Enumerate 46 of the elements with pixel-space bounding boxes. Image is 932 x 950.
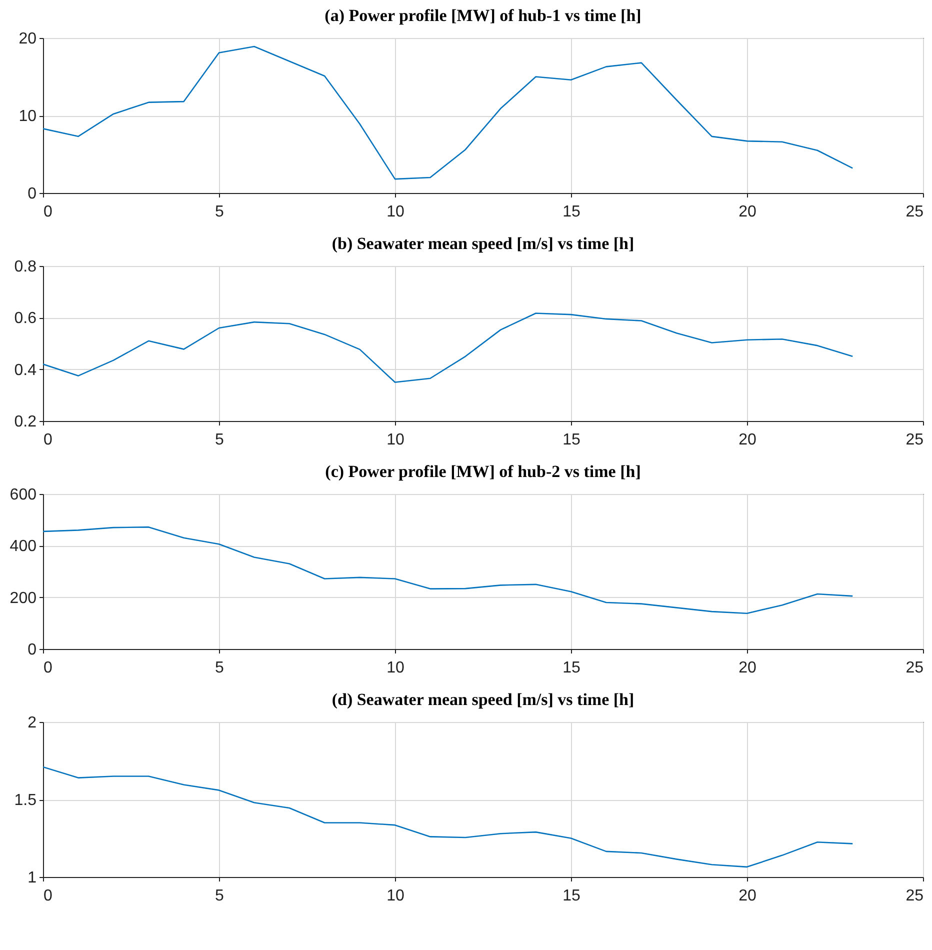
x-tick-label: 5 (215, 660, 224, 676)
y-tick-label: 0.2 (14, 414, 37, 430)
y-tick-label: 0.4 (14, 362, 37, 379)
x-tick-label: 0 (44, 660, 52, 676)
chart-title: (c) Power profile [MW] of hub-2 vs time [h] (325, 462, 641, 481)
x-tick-label: 25 (906, 888, 924, 904)
chart-title: (b) Seawater mean speed [m/s] vs time [h] (332, 234, 634, 253)
line-series (43, 526, 854, 614)
x-tick-label: 20 (738, 204, 756, 220)
y-tick-label: 0.8 (14, 258, 37, 276)
x-tick-label: 10 (386, 888, 404, 904)
x-tick-label: 10 (386, 432, 404, 448)
line-series (43, 312, 854, 383)
chart-title: (d) Seawater mean speed [m/s] vs time [h] (332, 690, 634, 709)
x-tick-label: 0 (44, 888, 52, 904)
x-tick-label: 15 (562, 204, 580, 220)
x-tick-label: 15 (562, 888, 580, 904)
line-series (43, 766, 854, 868)
x-tick-label: 15 (562, 432, 580, 448)
x-tick-label: 20 (738, 432, 756, 448)
y-tick-label: 1 (28, 870, 37, 886)
chart-title: (a) Power profile [MW] of hub-1 vs time [h] (324, 6, 642, 25)
x-tick-label: 5 (215, 204, 224, 220)
x-tick-label: 10 (386, 660, 404, 676)
x-tick-label: 20 (738, 660, 756, 676)
x-tick-label: 0 (44, 432, 52, 448)
y-tick-label: 0 (28, 642, 37, 658)
x-tick-label: 20 (738, 888, 756, 904)
y-tick-label: 1.5 (14, 792, 37, 809)
y-tick-label: 2 (28, 714, 37, 732)
x-tick-label: 15 (562, 660, 580, 676)
x-tick-label: 5 (215, 432, 224, 448)
y-tick-label: 0.6 (14, 310, 37, 328)
x-tick-label: 25 (906, 432, 924, 448)
x-tick-label: 0 (44, 204, 52, 220)
y-tick-label: 400 (10, 538, 37, 556)
y-tick-label: 600 (10, 486, 37, 504)
y-tick-label: 20 (18, 30, 37, 48)
x-tick-label: 25 (906, 204, 924, 220)
x-tick-label: 10 (386, 204, 404, 220)
line-series (43, 46, 854, 180)
y-tick-label: 0 (28, 186, 37, 202)
y-tick-label: 200 (10, 590, 37, 607)
x-tick-label: 25 (906, 660, 924, 676)
x-tick-label: 5 (215, 888, 224, 904)
y-tick-label: 10 (18, 108, 37, 125)
